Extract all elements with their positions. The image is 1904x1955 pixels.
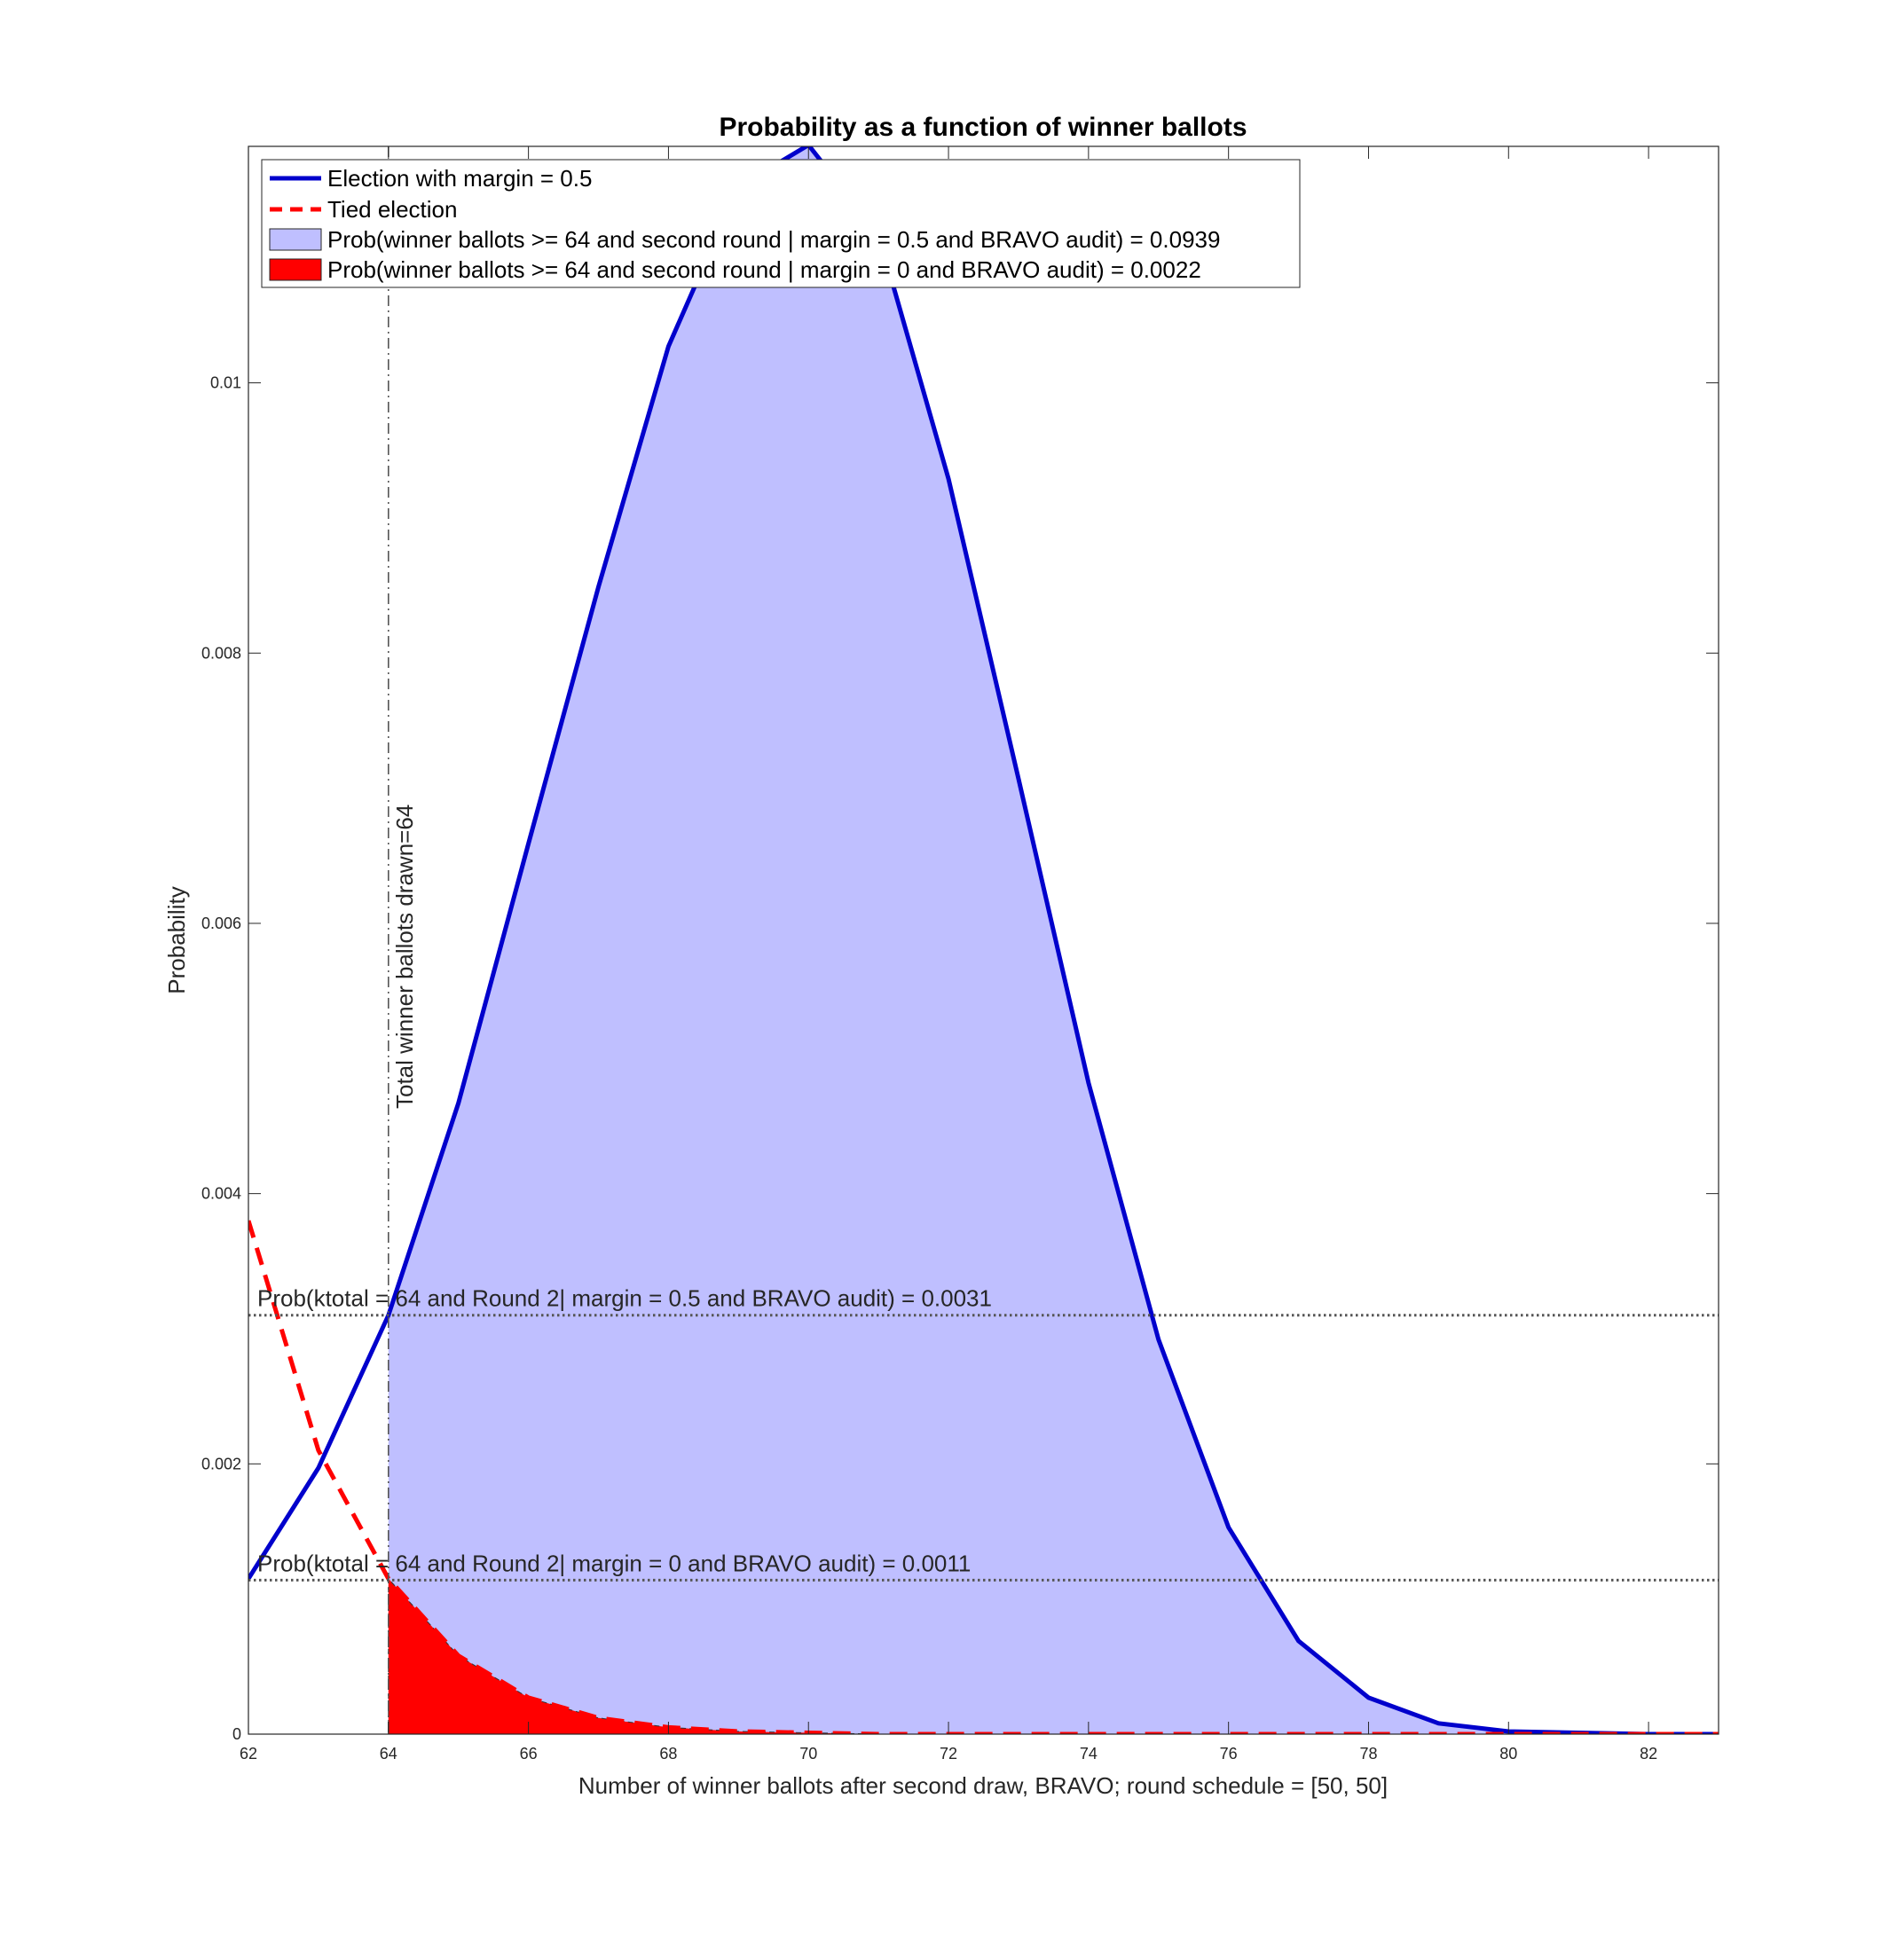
x-tick-label: 80	[1499, 1745, 1517, 1763]
x-axis-label: Number of winner ballots after second dr…	[578, 1772, 1388, 1799]
horizontal-line-label-1: Prob(ktotal = 64 and Round 2| margin = 0…	[257, 1285, 992, 1312]
x-tick-label: 64	[380, 1745, 397, 1763]
y-tick-label: 0.008	[201, 644, 241, 662]
x-tick-label: 72	[940, 1745, 957, 1763]
legend-entry-tied: Tied election	[327, 196, 457, 223]
annotations: Total winner ballots drawn=64 Prob(ktotal…	[257, 805, 992, 1577]
legend-entry-blue-area: Prob(winner ballots >= 64 and second rou…	[327, 226, 1220, 253]
reference-lines	[248, 146, 1719, 1734]
x-tick-label: 70	[799, 1745, 817, 1763]
legend-entry-margin: Election with margin = 0.5	[327, 165, 592, 192]
y-tick-label: 0.01	[210, 374, 241, 392]
legend-swatch-red-area	[269, 258, 322, 281]
x-tick-label: 68	[659, 1745, 677, 1763]
y-tick-label: 0.002	[201, 1455, 241, 1472]
x-tick-label: 76	[1220, 1745, 1238, 1763]
horizontal-line-label-2: Prob(ktotal = 64 and Round 2| margin = 0…	[257, 1550, 971, 1576]
axis-ticks: 62 64 66 68 70 72 74 76 78 80 82 0 0.002 0.004 0.006 0.…	[201, 146, 1719, 1763]
chart-title: Probability as a function of winner ball…	[719, 113, 1247, 142]
y-tick-label: 0	[232, 1725, 241, 1743]
x-tick-label: 82	[1640, 1745, 1657, 1763]
x-tick-label: 78	[1359, 1745, 1377, 1763]
legend: Election with margin = 0.5 Tied election…	[261, 159, 1301, 288]
legend-entry-red-area: Prob(winner ballots >= 64 and second rou…	[327, 256, 1201, 283]
series-line-margin-0.5	[248, 146, 1719, 1734]
vertical-line-label: Total winner ballots drawn=64	[391, 805, 418, 1109]
legend-box	[261, 159, 1301, 288]
y-tick-label: 0.006	[201, 915, 241, 932]
data-layer	[248, 146, 1719, 1734]
plot-frame	[248, 145, 1719, 1735]
y-axis-label: Probability	[163, 886, 190, 993]
x-tick-label: 62	[240, 1745, 257, 1763]
legend-swatch-blue-area	[269, 228, 322, 251]
x-tick-label: 74	[1080, 1745, 1098, 1763]
x-tick-label: 66	[520, 1745, 538, 1763]
y-tick-label: 0.004	[201, 1185, 241, 1203]
